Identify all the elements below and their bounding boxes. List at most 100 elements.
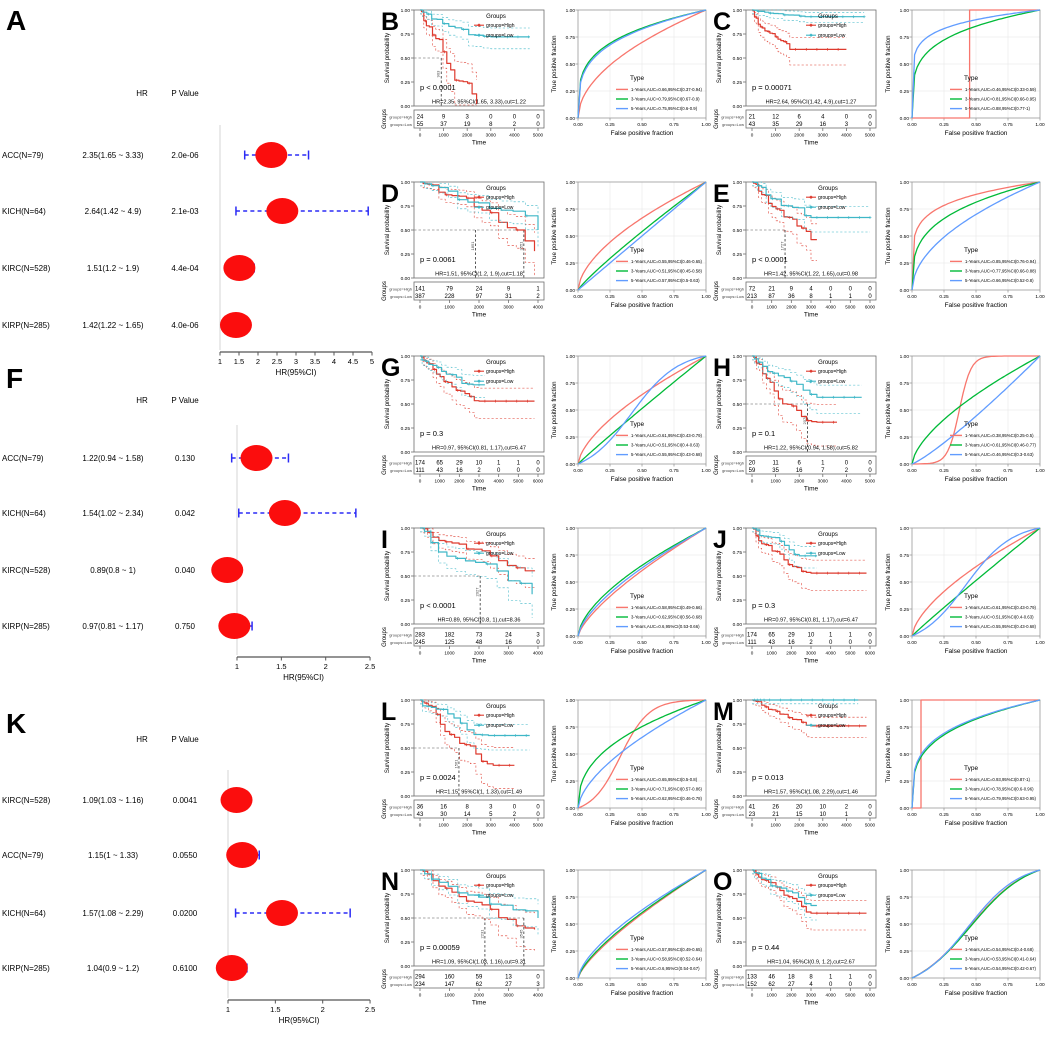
km-xtick-label: 0 — [751, 993, 754, 998]
forest-row-hr: 2.35(1.65 ~ 3.33) — [82, 151, 143, 160]
km-ci-upper — [420, 527, 533, 577]
km-risk-count-high: 1 — [517, 461, 521, 467]
forest-panel-K: K HR P Value KIRC(N=528) 1.09(1.03 ~ 1.16) 0.… — [2, 708, 375, 1025]
km-legend-entry: groups=Low — [818, 205, 846, 211]
forest-row-hr: 1.42(1.22 ~ 1.65) — [82, 321, 143, 330]
km-risk-count-low: 0 — [536, 640, 540, 646]
km-ci-upper — [420, 9, 530, 29]
roc-yaxis-title: True positive fraction — [551, 381, 558, 439]
roc-curve-3yr — [577, 355, 707, 465]
km-panel-M: M1.00 0.75 0.50 0.25 0.00 Survival probabilit… — [713, 698, 877, 837]
km-yaxis-title: Survival probability — [385, 33, 391, 83]
km-ytick-label: 0.00 — [401, 104, 411, 110]
roc-yaxis-title: True positive fraction — [885, 35, 892, 93]
km-xtick-label: 2000 — [474, 993, 485, 998]
km-risk-row-label-high: groups=High — [389, 287, 412, 292]
forest-hr-dot — [226, 842, 259, 868]
km-yaxis-title: Survival probability — [385, 723, 391, 773]
km-risk-row-label-high: groups=High — [389, 461, 412, 466]
forest-axis-tick-label: 2.5 — [365, 662, 375, 671]
km-xtick-label: 3000 — [818, 133, 829, 138]
roc-xaxis-title: False positive fraction — [945, 820, 1008, 827]
km-risk-count-low: 2 — [845, 468, 849, 474]
roc-ytick-label: 0.75 — [900, 207, 910, 213]
km-risk-count-high: 21 — [749, 115, 756, 121]
km-risk-count-high: 8 — [809, 975, 813, 981]
km-xtick-label: 1000 — [435, 479, 446, 484]
km-risk-count-high: 12 — [772, 115, 779, 121]
roc-xtick-label: 0.00 — [573, 982, 583, 988]
roc-legend-entry: 1-Years,AUC=0.57,95%CI(0.49-0.65) — [631, 947, 702, 952]
roc-xaxis-title: False positive fraction — [611, 302, 674, 309]
km-ci-upper — [420, 869, 539, 905]
panel-letter-D: D — [381, 180, 399, 208]
km-ytick-label: 0.75 — [733, 378, 743, 384]
km-risk-count-high: 9 — [507, 287, 511, 293]
roc-curve-5yr — [577, 699, 707, 809]
km-pvalue: p < 0.0001 — [420, 83, 456, 92]
roc-ytick-label: 0.00 — [900, 288, 910, 294]
roc-legend-entry: 3-Years,AUC=0.61,95%CI(0.46-0.77) — [965, 443, 1036, 448]
km-yaxis-title: Survival probability — [385, 551, 391, 601]
roc-legend-title: Type — [630, 75, 644, 82]
km-risk-count-low: 30 — [440, 812, 447, 818]
km-ytick-label: 0.00 — [401, 964, 411, 970]
km-ytick-label: 0.25 — [733, 80, 743, 86]
km-survival-curve — [752, 355, 862, 398]
km-risk-count-high: 0 — [536, 115, 540, 121]
km-xaxis-title: Time — [472, 658, 487, 665]
km-yaxis-title: Survival probability — [385, 205, 391, 255]
km-legend-title: Groups — [486, 532, 506, 538]
km-risk-count-high: 11 — [772, 461, 779, 467]
km-xtick-label: 4000 — [841, 823, 852, 828]
km-survival-curve — [752, 181, 870, 219]
km-risk-count-high: 29 — [788, 633, 795, 639]
km-ytick-label: 1.00 — [401, 698, 411, 704]
km-legend-title: Groups — [486, 360, 506, 366]
km-risk-count-high: 160 — [444, 975, 455, 981]
km-hr-text: HR=1.09, 95%CI(1.03, 1.16),cut=9.31 — [432, 960, 526, 966]
km-xtick-label: 4000 — [826, 651, 837, 656]
km-risk-count-high: 1 — [849, 975, 853, 981]
roc-xtick-label: 1.00 — [1035, 294, 1045, 300]
km-risk-count-high: 65 — [436, 461, 443, 467]
roc-legend-title: Type — [630, 247, 644, 254]
km-ci-lower — [420, 873, 539, 937]
roc-legend-entry: 5-Years,AUC=0.46,95%CI(0.3-0.63) — [965, 452, 1034, 457]
km-ci-upper — [752, 9, 865, 13]
km-risk-row-label-low: groups=Low — [390, 122, 412, 127]
roc-legend-entry: 3-Years,AUC=0.62,95%CI(0.56-0.68) — [631, 615, 702, 620]
km-pvalue: p = 0.013 — [752, 773, 784, 782]
km-xtick-label: 3000 — [486, 823, 497, 828]
roc-ytick-label: 0.50 — [900, 922, 910, 928]
km-xtick-label: 4000 — [841, 133, 852, 138]
km-risk-row-label-high: groups=High — [389, 805, 412, 810]
km-hr-text: HR=1.42, 95%CI(1.22, 1.65),cut=0.98 — [764, 272, 858, 278]
km-xtick-label: 3000 — [474, 479, 485, 484]
km-legend-title: Groups — [818, 186, 838, 192]
km-ci-lower — [420, 185, 535, 276]
km-risk-count-high: 0 — [845, 115, 849, 121]
roc-legend-entry: 1-Years,AUC=0.93,95%CI(0.87-1) — [965, 777, 1030, 782]
km-median-label: 903 — [436, 70, 441, 77]
km-legend-title: Groups — [818, 14, 838, 20]
km-ytick-label: 1.00 — [401, 8, 411, 14]
km-ci-lower — [420, 531, 533, 618]
km-risk-count-low: 1 — [849, 294, 853, 300]
roc-ytick-label: 0.75 — [900, 725, 910, 731]
forest-hr-dot — [211, 557, 244, 583]
km-pvalue: p = 0.44 — [752, 943, 779, 952]
panel-letter-B: B — [381, 8, 399, 36]
km-risktable-axis-title: Groups — [714, 627, 720, 647]
roc-xtick-label: 0.00 — [573, 294, 583, 300]
forest-axis-tick-label: 3.5 — [310, 357, 320, 366]
km-xtick-label: 3000 — [503, 993, 514, 998]
km-risk-table-border — [413, 109, 545, 129]
forest-row-hr: 0.97(0.81 ~ 1.17) — [82, 622, 143, 631]
km-risk-count-low: 8 — [809, 294, 813, 300]
roc-ytick-label: 0.75 — [566, 381, 576, 387]
roc-ytick-label: 1.00 — [566, 354, 576, 360]
roc-xtick-label: 0.50 — [971, 812, 981, 818]
roc-yaxis-title: True positive fraction — [885, 725, 892, 783]
roc-yaxis-title: True positive fraction — [885, 207, 892, 265]
